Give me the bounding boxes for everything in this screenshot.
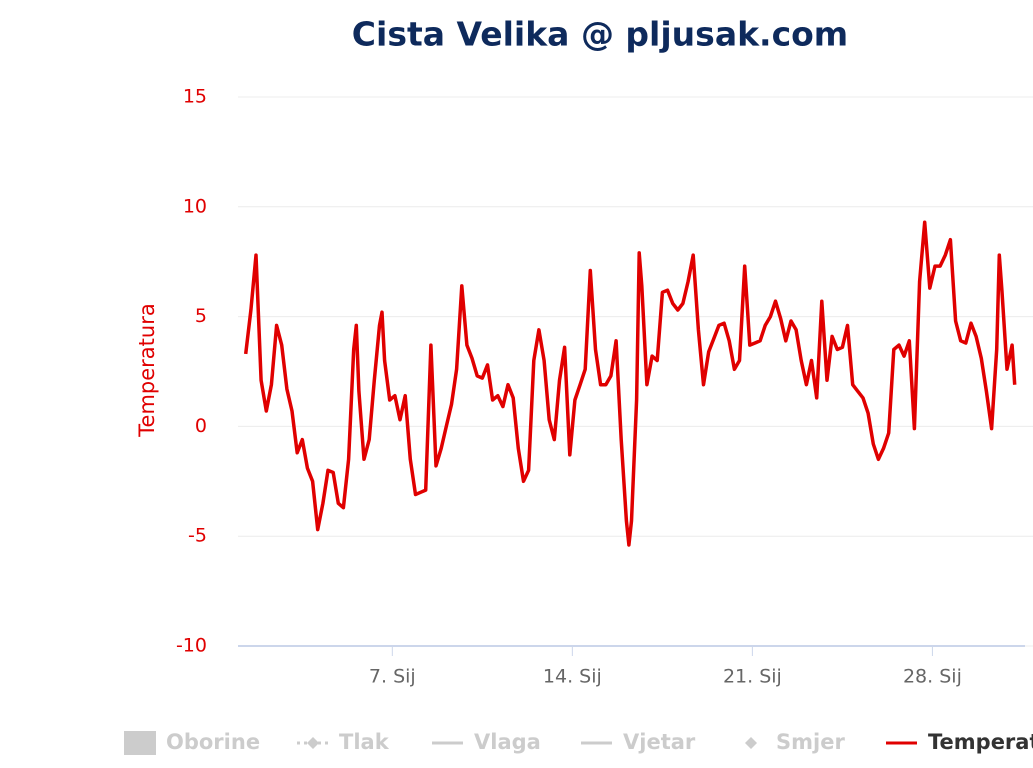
- legend-label[interactable]: Oborine: [166, 730, 260, 754]
- legend-label[interactable]: Temperatura: [928, 730, 1033, 754]
- x-tick-label: 21. Sij: [723, 666, 782, 688]
- y-tick-label: 15: [183, 86, 207, 108]
- legend-label[interactable]: Smjer: [776, 730, 845, 754]
- x-tick-label: 14. Sij: [543, 666, 602, 688]
- legend-symbol: [307, 737, 319, 749]
- legend-label[interactable]: Vlaga: [474, 730, 541, 754]
- y-tick-label: 10: [183, 195, 207, 217]
- legend-symbol: [124, 731, 156, 755]
- y-tick-label: -5: [188, 525, 207, 547]
- x-tick-label: 7. Sij: [369, 666, 416, 688]
- y-tick-label: 0: [195, 415, 207, 437]
- legend-label[interactable]: Tlak: [339, 730, 390, 754]
- temperature-line: [243, 220, 1017, 547]
- y-tick-label: 5: [195, 305, 207, 327]
- x-tick-label: 28. Sij: [903, 666, 962, 688]
- y-axis-title: Temperatura: [135, 303, 159, 437]
- legend-symbol: [745, 737, 757, 749]
- legend-label[interactable]: Vjetar: [623, 730, 696, 754]
- chart-title: Cista Velika @ pljusak.com: [352, 15, 848, 54]
- y-tick-label: -10: [176, 635, 207, 657]
